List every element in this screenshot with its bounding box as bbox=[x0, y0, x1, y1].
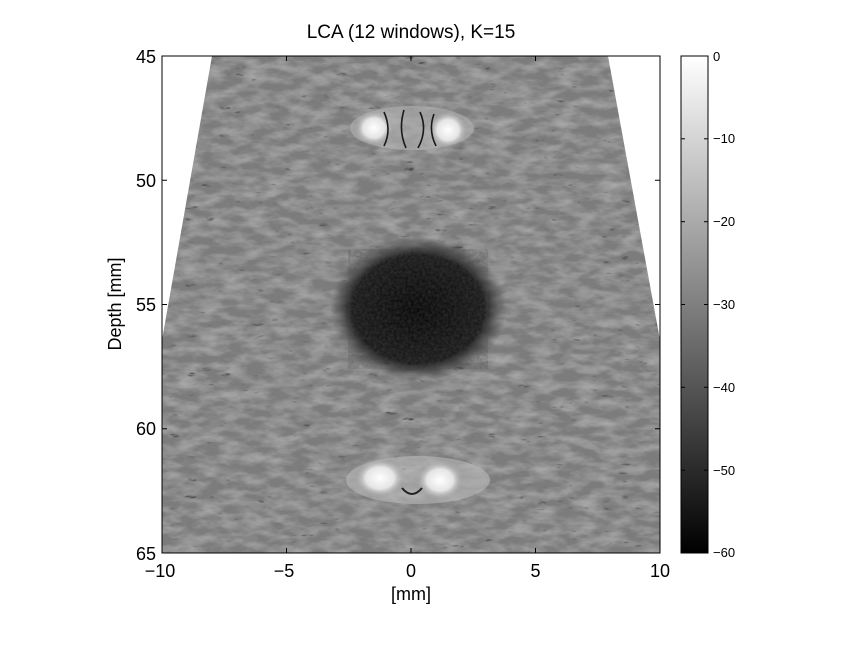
y-tick-label: 60 bbox=[136, 419, 156, 439]
figure-title: LCA (12 windows), K=15 bbox=[307, 22, 516, 43]
x-tick-label: 5 bbox=[530, 561, 540, 581]
speckle-image bbox=[162, 56, 660, 553]
bright-targets-bottom bbox=[346, 456, 490, 504]
colorbar-gradient bbox=[680, 55, 709, 554]
x-tick-label: 0 bbox=[406, 561, 416, 581]
y-tick-label: 45 bbox=[136, 47, 156, 67]
y-tick-label: 65 bbox=[136, 544, 156, 564]
y-tick-label: 55 bbox=[136, 295, 156, 315]
bright-targets-top bbox=[350, 106, 474, 150]
x-axis: −10 −5 0 5 10 [mm] bbox=[145, 56, 670, 604]
image-axes: −10 −5 0 5 10 [mm] 45 50 55 60 65 Depth … bbox=[105, 47, 670, 604]
colorbar-tick-label: −10 bbox=[713, 131, 735, 146]
y-tick-label: 50 bbox=[136, 171, 156, 191]
colorbar-tick-label: −40 bbox=[713, 380, 735, 395]
colorbar-tick-label: −30 bbox=[713, 297, 735, 312]
cyst-region bbox=[330, 237, 506, 381]
x-tick-label: −10 bbox=[145, 561, 176, 581]
colorbar-tick-label: −20 bbox=[713, 214, 735, 229]
colorbar-tick-label: −50 bbox=[713, 463, 735, 478]
colorbar: 0 −10 −20 −30 −40 −50 −60 bbox=[680, 49, 735, 560]
colorbar-tick-label: −60 bbox=[713, 545, 735, 560]
x-tick-label: 10 bbox=[650, 561, 670, 581]
y-axis-label: Depth [mm] bbox=[105, 257, 125, 350]
x-tick-label: −5 bbox=[274, 561, 295, 581]
colorbar-tick-label: 0 bbox=[713, 49, 720, 64]
x-axis-label: [mm] bbox=[391, 584, 431, 604]
y-axis: 45 50 55 60 65 Depth [mm] bbox=[105, 47, 660, 564]
